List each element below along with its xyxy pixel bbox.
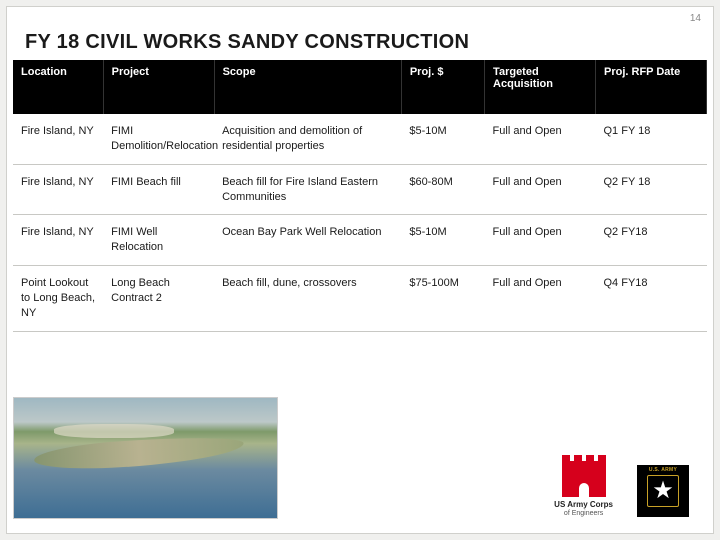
star-icon: ★ bbox=[652, 479, 674, 503]
col-header-project: Project bbox=[103, 60, 214, 114]
cell-location: Point Lookout to Long Beach, NY bbox=[13, 266, 103, 332]
table-header-row: Location Project Scope Proj. $ Targeted … bbox=[13, 60, 707, 114]
usace-label-1: US Army Corps bbox=[554, 501, 613, 510]
table-row: Fire Island, NY FIMI Well Relocation Oce… bbox=[13, 215, 707, 266]
col-header-rfp: Proj. RFP Date bbox=[596, 60, 707, 114]
col-header-scope: Scope bbox=[214, 60, 401, 114]
projects-table: Location Project Scope Proj. $ Targeted … bbox=[13, 60, 707, 332]
aerial-photo bbox=[13, 397, 278, 519]
cell-scope: Beach fill, dune, crossovers bbox=[214, 266, 401, 332]
page-number: 14 bbox=[690, 13, 701, 24]
cell-location: Fire Island, NY bbox=[13, 215, 103, 266]
cell-cost: $5-10M bbox=[401, 114, 484, 164]
col-header-location: Location bbox=[13, 60, 103, 114]
cell-cost: $5-10M bbox=[401, 215, 484, 266]
cell-acquisition: Full and Open bbox=[485, 215, 596, 266]
cell-project: FIMI Beach fill bbox=[103, 164, 214, 215]
slide-container: 14 FY 18 CIVIL WORKS SANDY CONSTRUCTION … bbox=[6, 6, 714, 534]
cell-location: Fire Island, NY bbox=[13, 164, 103, 215]
cell-rfp: Q2 FY18 bbox=[596, 215, 707, 266]
cell-scope: Acquisition and demolition of residentia… bbox=[214, 114, 401, 164]
col-header-cost: Proj. $ bbox=[401, 60, 484, 114]
slide-title: FY 18 CIVIL WORKS SANDY CONSTRUCTION bbox=[7, 7, 713, 60]
cell-location: Fire Island, NY bbox=[13, 114, 103, 164]
cell-project: FIMI Well Relocation bbox=[103, 215, 214, 266]
logo-strip: US Army Corps of Engineers U.S. ARMY ★ bbox=[554, 461, 689, 517]
col-header-acquisition: Targeted Acquisition bbox=[485, 60, 596, 114]
us-army-logo: U.S. ARMY ★ bbox=[637, 465, 689, 517]
castle-icon bbox=[562, 461, 606, 497]
us-army-label: U.S. ARMY bbox=[637, 467, 689, 473]
table-row: Fire Island, NY FIMI Demolition/Relocati… bbox=[13, 114, 707, 164]
cell-scope: Ocean Bay Park Well Relocation bbox=[214, 215, 401, 266]
cell-cost: $60-80M bbox=[401, 164, 484, 215]
cell-rfp: Q4 FY18 bbox=[596, 266, 707, 332]
cell-acquisition: Full and Open bbox=[485, 164, 596, 215]
cell-cost: $75-100M bbox=[401, 266, 484, 332]
footer: US Army Corps of Engineers U.S. ARMY ★ bbox=[13, 397, 707, 527]
usace-logo: US Army Corps of Engineers bbox=[554, 461, 613, 517]
table-row: Point Lookout to Long Beach, NY Long Bea… bbox=[13, 266, 707, 332]
cell-scope: Beach fill for Fire Island Eastern Commu… bbox=[214, 164, 401, 215]
table-row: Fire Island, NY FIMI Beach fill Beach fi… bbox=[13, 164, 707, 215]
usace-label-2: of Engineers bbox=[554, 510, 613, 517]
cell-rfp: Q2 FY 18 bbox=[596, 164, 707, 215]
cell-project: Long Beach Contract 2 bbox=[103, 266, 214, 332]
cell-rfp: Q1 FY 18 bbox=[596, 114, 707, 164]
cell-acquisition: Full and Open bbox=[485, 266, 596, 332]
cell-project: FIMI Demolition/Relocation bbox=[103, 114, 214, 164]
cell-acquisition: Full and Open bbox=[485, 114, 596, 164]
